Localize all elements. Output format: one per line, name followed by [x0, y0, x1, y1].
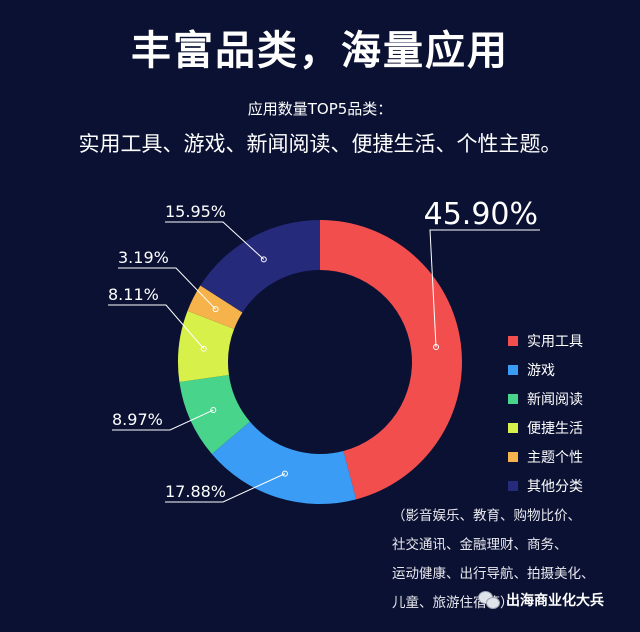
legend-swatch-news	[508, 393, 518, 404]
legend-item-tools: 实用工具	[508, 326, 583, 355]
data-label-life: 8.11%	[108, 285, 159, 304]
top5-categories-text: 实用工具、游戏、新闻阅读、便捷生活、个性主题。	[78, 132, 562, 156]
legend-item-life: 便捷生活	[508, 413, 583, 442]
note-line-3: 运动健康、出行导航、拍摄美化、	[392, 566, 595, 582]
data-label-news: 8.97%	[112, 410, 163, 429]
leader-dot-theme	[212, 306, 219, 313]
leader-line-news	[112, 409, 214, 431]
data-label-tools: 45.90%	[424, 197, 538, 232]
legend-item-theme: 主题个性	[508, 442, 583, 471]
data-label-games: 17.88%	[165, 482, 226, 501]
slice-life	[178, 310, 235, 383]
legend-label-other: 其他分类	[527, 478, 583, 495]
legend-label-life: 便捷生活	[527, 420, 583, 437]
note-line-1: （影音娱乐、教育、购物比价、	[392, 508, 581, 524]
watermark-text: 出海商业化大兵	[506, 593, 604, 609]
leader-dot-news	[210, 407, 217, 414]
page-title: 丰富品类，海量应用	[131, 28, 509, 74]
page-subtitle: 应用数量TOP5品类：	[247, 100, 393, 118]
legend-swatch-games	[508, 364, 518, 375]
legend-item-other: 其他分类	[508, 471, 583, 500]
legend-item-games: 游戏	[508, 355, 583, 384]
leader-line-tools	[429, 229, 540, 347]
legend-swatch-life	[508, 422, 518, 433]
legend-label-news: 新闻阅读	[527, 391, 583, 408]
slice-tools	[320, 220, 462, 500]
data-label-other: 15.95%	[165, 202, 226, 221]
note-line-2: 社交通讯、金融理财、商务、	[392, 537, 568, 553]
leader-line-life	[108, 304, 205, 350]
legend-swatch-theme	[508, 451, 518, 462]
leader-line-other	[165, 221, 265, 260]
leader-dot-life	[200, 345, 207, 352]
slice-news	[179, 374, 250, 455]
leader-line-theme	[118, 267, 216, 310]
data-label-theme: 3.19%	[118, 248, 169, 267]
legend-swatch-other	[508, 480, 518, 491]
watermark: 出海商业化大兵	[478, 590, 604, 610]
chart-legend: 实用工具游戏新闻阅读便捷生活主题个性其他分类	[508, 326, 583, 500]
slice-games	[211, 421, 357, 504]
leader-dot-games	[281, 470, 288, 477]
leader-dot-other	[260, 256, 267, 263]
legend-label-theme: 主题个性	[527, 449, 583, 466]
legend-swatch-tools	[508, 335, 518, 346]
legend-label-tools: 实用工具	[527, 333, 583, 350]
legend-item-news: 新闻阅读	[508, 384, 583, 413]
wechat-icon	[478, 591, 500, 609]
slice-other	[200, 220, 320, 313]
leader-line-games	[165, 473, 286, 503]
legend-label-games: 游戏	[527, 362, 555, 379]
